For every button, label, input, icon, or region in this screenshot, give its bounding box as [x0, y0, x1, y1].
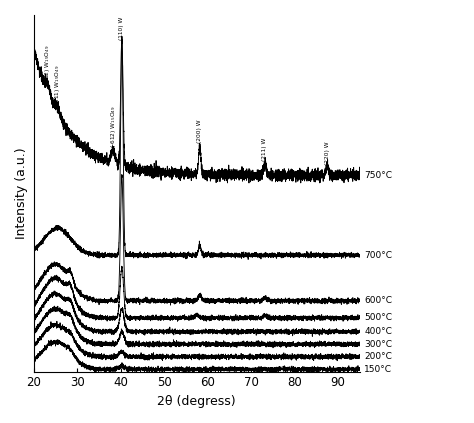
Text: (211) W: (211) W [263, 137, 267, 161]
Text: 400°C: 400°C [364, 327, 392, 336]
Y-axis label: Intensity (a.u.): Intensity (a.u.) [15, 148, 28, 239]
Text: (-612) W$_{15}$O$_{49}$: (-612) W$_{15}$O$_{49}$ [109, 106, 118, 148]
Text: 600°C: 600°C [364, 296, 392, 305]
Text: 750°C: 750°C [364, 170, 392, 180]
Text: 300°C: 300°C [364, 340, 392, 349]
Text: (220) W: (220) W [325, 141, 329, 165]
Text: (111) W$_{15}$O$_{49}$: (111) W$_{15}$O$_{49}$ [53, 65, 62, 105]
Text: 700°C: 700°C [364, 251, 392, 260]
X-axis label: 2θ (degress): 2θ (degress) [157, 395, 236, 408]
Text: 200°C: 200°C [364, 352, 392, 361]
Text: 500°C: 500°C [364, 313, 392, 322]
Text: (302) W$_{15}$O$_{49}$: (302) W$_{15}$O$_{49}$ [44, 45, 53, 85]
Text: (200) W: (200) W [197, 120, 202, 143]
Text: 150°C: 150°C [364, 365, 392, 374]
Text: (110) W: (110) W [119, 17, 124, 41]
